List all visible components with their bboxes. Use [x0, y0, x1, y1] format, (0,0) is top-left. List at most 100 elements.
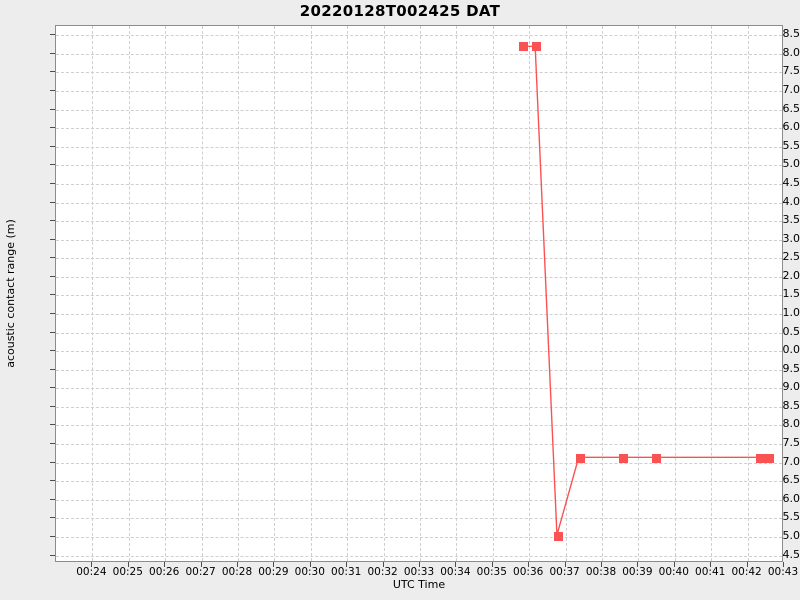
x-tick-mark — [200, 562, 202, 567]
x-axis-label: UTC Time — [392, 578, 446, 591]
gridline-horizontal — [56, 165, 782, 167]
y-tick-mark — [50, 220, 55, 222]
gridline-horizontal — [56, 481, 782, 483]
x-tick-label: 00:39 — [622, 566, 653, 578]
y-tick-mark — [50, 535, 55, 537]
gridline-horizontal — [56, 351, 782, 353]
y-tick-label: 26.5 — [775, 101, 800, 115]
gridline-vertical — [274, 26, 276, 561]
x-tick-label: 00:25 — [112, 566, 143, 578]
y-tick-label: 15.0 — [775, 528, 800, 542]
gridline-vertical — [128, 26, 130, 561]
gridline-horizontal — [56, 425, 782, 427]
y-tick-label: 25.5 — [775, 138, 800, 152]
x-tick-mark — [419, 562, 420, 567]
y-tick-mark — [50, 443, 55, 445]
data-point-marker — [575, 454, 585, 464]
data-point-marker — [519, 41, 529, 51]
y-tick-label: 21.5 — [775, 287, 800, 301]
x-tick-label: 00:35 — [476, 566, 507, 578]
gridline-horizontal — [56, 109, 782, 111]
gridline-horizontal — [56, 72, 782, 74]
x-tick-label: 00:36 — [513, 566, 544, 578]
gridline-horizontal — [56, 239, 782, 241]
gridline-vertical — [674, 26, 676, 561]
gridline-vertical — [565, 26, 567, 561]
chart-title: 20220128T002425 DAT — [299, 2, 501, 20]
y-tick-label: 28.0 — [775, 45, 800, 59]
y-tick-label: 16.5 — [775, 473, 800, 487]
x-tick-label: 00:34 — [440, 566, 471, 578]
y-tick-label: 22.5 — [775, 250, 800, 264]
series-line — [522, 45, 768, 536]
data-series-layer — [522, 45, 768, 536]
y-tick-label: 23.5 — [775, 213, 800, 227]
x-tick-mark — [127, 562, 129, 567]
gridline-vertical — [529, 26, 531, 561]
x-tick-label: 00:29 — [258, 566, 289, 578]
gridline-vertical — [420, 26, 421, 561]
y-tick-label: 18.5 — [775, 398, 800, 412]
y-tick-mark — [50, 257, 55, 259]
x-tick-mark — [746, 562, 748, 567]
data-point-marker — [619, 454, 629, 464]
data-point-marker — [764, 454, 774, 464]
x-tick-mark — [91, 562, 93, 567]
x-tick-mark — [491, 562, 493, 567]
x-tick-label: 00:28 — [221, 566, 253, 578]
gridline-vertical — [638, 26, 640, 561]
gridline-horizontal — [56, 369, 782, 371]
gridline-vertical — [711, 26, 713, 561]
y-tick-label: 28.5 — [775, 27, 800, 41]
x-tick-label: 00:27 — [185, 566, 216, 578]
gridline-horizontal — [56, 388, 782, 390]
data-point-marker — [652, 454, 662, 464]
y-tick-mark — [50, 498, 55, 500]
x-tick-mark — [528, 562, 530, 567]
y-tick-mark — [50, 517, 55, 519]
x-tick-label: 00:32 — [367, 566, 398, 578]
y-tick-label: 22.0 — [775, 268, 800, 282]
gridline-vertical — [602, 26, 603, 561]
x-tick-mark — [237, 562, 238, 567]
y-tick-mark — [50, 90, 55, 92]
y-tick-mark — [50, 201, 55, 203]
x-tick-mark — [637, 562, 639, 567]
y-tick-label: 14.5 — [775, 547, 800, 561]
y-tick-label: 17.5 — [775, 436, 800, 450]
gridline-vertical — [238, 26, 239, 561]
y-tick-label: 25.0 — [775, 157, 800, 171]
data-point-marker — [531, 41, 541, 51]
x-tick-label: 00:31 — [331, 566, 362, 578]
gridline-horizontal — [56, 536, 782, 538]
gridline-horizontal — [56, 183, 782, 185]
x-tick-mark — [273, 562, 275, 567]
y-tick-mark — [50, 368, 55, 370]
x-tick-label: 00:26 — [149, 566, 180, 578]
x-tick-label: 00:30 — [294, 566, 325, 578]
gridline-horizontal — [56, 221, 782, 223]
x-tick-label: 00:38 — [585, 566, 617, 578]
y-axis-label: acoustic contact range (m) — [2, 0, 18, 587]
gridline-horizontal — [56, 555, 782, 557]
y-tick-mark — [50, 52, 55, 54]
y-tick-label: 15.5 — [775, 510, 800, 524]
x-tick-mark — [564, 562, 566, 567]
y-tick-mark — [50, 127, 55, 129]
y-tick-label: 27.0 — [775, 83, 800, 97]
x-tick-label: 00:24 — [76, 566, 107, 578]
x-tick-mark — [455, 562, 457, 567]
y-axis-label-text: acoustic contact range (m) — [3, 219, 17, 368]
gridline-horizontal — [56, 406, 782, 408]
gridline-horizontal — [56, 146, 782, 148]
gridline-vertical — [383, 26, 385, 561]
gridline-horizontal — [56, 295, 782, 297]
y-tick-label: 16.0 — [775, 491, 800, 505]
y-tick-mark — [50, 275, 55, 277]
y-tick-label: 19.0 — [775, 380, 800, 394]
x-tick-label: 00:37 — [549, 566, 580, 578]
x-tick-mark — [783, 562, 784, 567]
y-tick-label: 27.5 — [775, 64, 800, 78]
y-tick-mark — [50, 350, 55, 352]
x-tick-mark — [164, 562, 166, 567]
